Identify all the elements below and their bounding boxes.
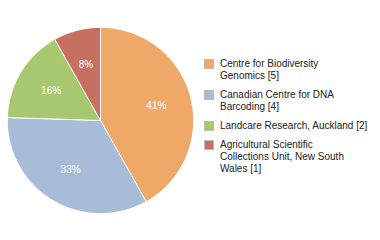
html-text:Centre for Biodiversity Genomi: Centre for Biodiversity Genomics [5] [220,58,319,81]
html-text:Landcare Research, Auckland [2: Landcare Research, Auckland [2] [220,120,368,131]
svg-text:8%: 8% [79,59,94,70]
html-text:Canadian Centre for DNA Barcod: Canadian Centre for DNA Barcoding [4] [220,89,334,112]
svg-text:33%: 33% [61,164,81,175]
svg-text:41%: 41% [146,100,166,111]
html-text:Agricultural Scientific Collec: Agricultural Scientific Collections Unit… [220,139,344,174]
svg-text:16%: 16% [41,85,61,96]
